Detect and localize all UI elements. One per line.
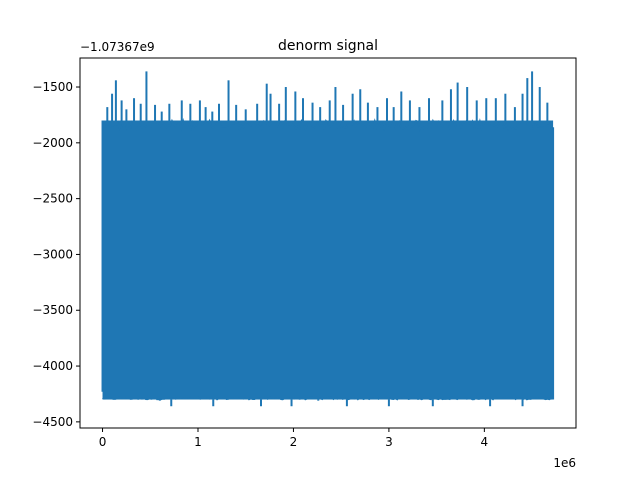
y-tick-label: −2000 [32,136,73,150]
plot-content [101,71,555,407]
x-tick-label: 3 [385,435,393,449]
y-axis-offset-label: −1.07367e9 [80,40,155,54]
signal-band-core [102,120,554,400]
y-tick-label: −3500 [32,303,73,317]
x-axis-ticks: 0 1 2 3 4 [99,428,488,449]
y-axis-ticks: −4500 −4000 −3500 −3000 −2500 −2000 −1500 [32,80,80,429]
y-tick-label: −3000 [32,247,73,261]
y-tick-label: −1500 [32,80,73,94]
y-tick-label: −4000 [32,359,73,373]
chart-title: denorm signal [278,38,378,54]
x-tick-label: 0 [99,435,107,449]
x-axis-multiplier-label: 1e6 [553,456,576,470]
signal-lower-edge [102,396,554,401]
x-tick-label: 1 [194,435,202,449]
y-tick-label: −4500 [32,415,73,429]
axes-frame [79,57,577,429]
x-tick-label: 4 [481,435,489,449]
signal-upper-edge [102,117,554,133]
y-tick-label: −2500 [32,192,73,206]
x-tick-label: 2 [290,435,298,449]
